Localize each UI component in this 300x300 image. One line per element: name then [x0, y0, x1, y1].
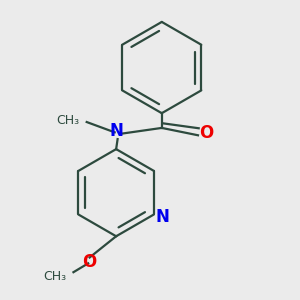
- Text: O: O: [82, 253, 97, 271]
- Text: CH₃: CH₃: [43, 270, 66, 283]
- Text: N: N: [155, 208, 169, 226]
- Text: O: O: [199, 124, 213, 142]
- Text: N: N: [109, 122, 123, 140]
- Text: CH₃: CH₃: [56, 114, 79, 127]
